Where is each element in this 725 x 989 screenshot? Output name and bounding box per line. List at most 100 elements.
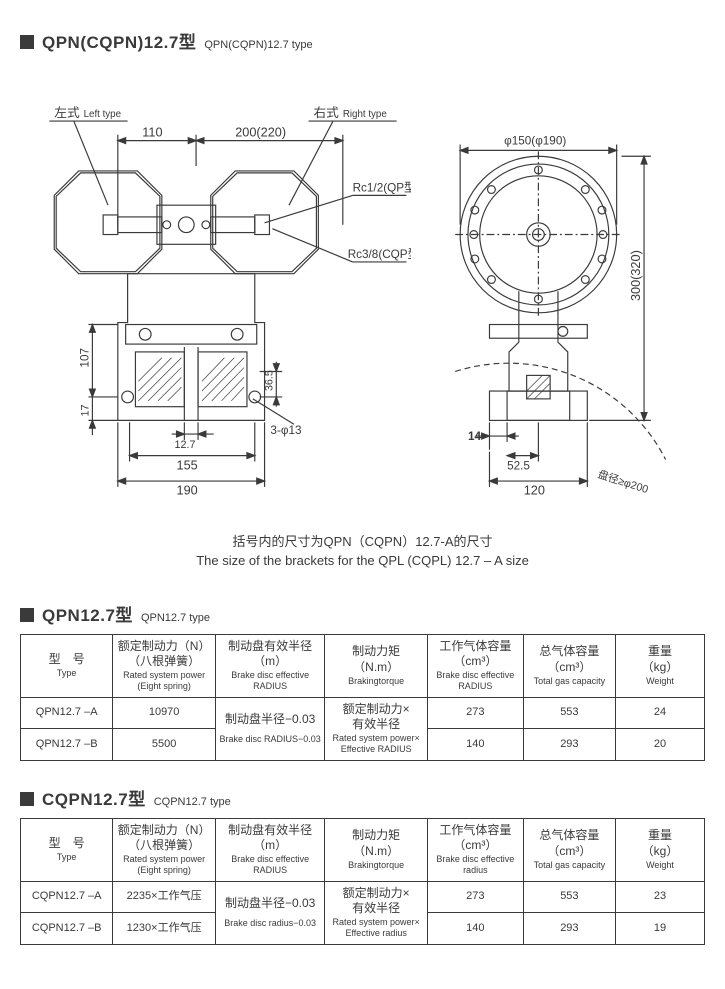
svg-text:52.5: 52.5 [507,459,530,472]
header1-cn: QPN(CQPN)12.7型 [42,28,196,53]
left-type-cn: 左式 [54,105,80,120]
cell-wt: 20 [616,729,705,761]
section-header-2: QPN12.7型 QPN12.7 type [20,601,705,626]
dim-120: 120 [524,483,545,498]
col-weight: 重量 （kg） Weight [616,634,705,697]
dim-110: 110 [142,125,162,140]
dim-17: 17 [79,404,91,416]
svg-text:120: 120 [524,483,545,498]
col-type: 型 号 Type [21,818,113,881]
diagram-caption: 括号内的尺寸为QPN（CQPN）12.7-A的尺寸 The size of th… [20,533,705,571]
cqpn-table: 型 号 Type 额定制动力（N） （八根弹簧） Rated system po… [20,818,705,945]
col-type: 型 号 Type [21,634,113,697]
dim-rc12: Rc1/2(QP型) [353,180,412,194]
dim-14: 14 [468,430,482,443]
section-header-3: CQPN12.7型 CQPN12.7 type [20,785,705,810]
cell-total: 293 [523,913,615,945]
svg-text:φ150(φ190): φ150(φ190) [504,135,566,148]
col-weight: 重量 （kg） Weight [616,818,705,881]
svg-text:Left type: Left type [84,109,121,120]
svg-text:Rc3/8(CQP型): Rc3/8(CQP型) [348,247,412,261]
col-torque: 制动力矩 （N.m） Brakingtorque [325,634,428,697]
svg-text:12.7: 12.7 [175,439,196,451]
header3-cn: CQPN12.7型 [42,785,146,810]
dim-arc: 盘径≥φ200 [596,468,650,497]
svg-text:190: 190 [177,483,198,498]
svg-text:200(220): 200(220) [235,125,286,140]
table-header-row: 型 号 Type 额定制动力（N） （八根弹簧） Rated system po… [21,634,705,697]
diagram-row: 左式 Left type 右式 Right type 110 200(220) [20,93,705,513]
square-bullet-icon [20,35,34,49]
col-force: 额定制动力（N） （八根弹簧） Rated system power (Eigh… [113,818,216,881]
svg-text:155: 155 [177,457,198,472]
table-row: QPN12.7 –A 10970 制动盘半径−0.03 Brake disc R… [21,697,705,729]
header3-en: CQPN12.7 type [154,796,231,808]
svg-text:右式: 右式 [313,105,339,120]
col-totalvol: 总气体容量 （cm³） Total gas capacity [523,634,615,697]
dim-365: 36.5 [263,370,275,391]
dim-200: 200(220) [235,125,286,140]
header1-en: QPN(CQPN)12.7 type [204,39,312,51]
dim-3phi13: 3-φ13 [270,424,301,437]
left-type-en: Left type [84,109,121,120]
col-radius: 制动盘有效半径 （m） Brake disc effective RADIUS [215,634,324,697]
dim-300: 300(320) [628,250,643,301]
section-header-1: QPN(CQPN)12.7型 QPN(CQPN)12.7 type [20,28,705,53]
svg-text:左式: 左式 [54,105,80,120]
col-force: 额定制动力（N） （八根弹簧） Rated system power (Eigh… [113,634,216,697]
svg-text:3-φ13: 3-φ13 [270,424,301,437]
dim-155: 155 [177,457,198,472]
dim-525: 52.5 [507,459,530,472]
table-row: CQPN12.7 –A 2235×工作气压 制动盘半径−0.03 Brake d… [21,881,705,913]
header2-en: QPN12.7 type [141,612,210,624]
dim-107: 107 [78,348,91,368]
cell-wt: 24 [616,697,705,729]
cell-type: CQPN12.7 –A [21,881,113,913]
cell-work: 140 [427,729,523,761]
svg-text:14: 14 [468,430,482,443]
svg-text:Right type: Right type [343,109,387,120]
side-view-drawing: φ150(φ190) [421,93,705,513]
cell-force: 5500 [113,729,216,761]
cell-force: 2235×工作气压 [113,881,216,913]
cell-total: 553 [523,881,615,913]
cell-type: CQPN12.7 –B [21,913,113,945]
dim-rc38: Rc3/8(CQP型) [348,247,412,261]
svg-text:110: 110 [142,125,162,140]
svg-text:107: 107 [78,348,91,368]
svg-text:17: 17 [79,404,91,416]
svg-text:36.5: 36.5 [263,370,275,391]
cell-radius: 制动盘半径−0.03 Brake disc radius−0.03 [215,881,324,944]
col-totalvol: 总气体容量 （cm³） Total gas capacity [523,818,615,881]
right-type-en: Right type [343,109,387,120]
front-view-drawing: 左式 Left type 右式 Right type 110 200(220) [20,93,411,513]
caption-cn: 括号内的尺寸为QPN（CQPN）12.7-A的尺寸 [232,534,492,549]
cell-type: QPN12.7 –A [21,697,113,729]
svg-text:300(320): 300(320) [628,250,643,301]
caption-en: The size of the brackets for the QPL (CQ… [196,553,529,568]
cell-force: 1230×工作气压 [113,913,216,945]
square-bullet-icon [20,792,34,806]
dim-phi150: φ150(φ190) [504,135,566,148]
col-torque: 制动力矩 （N.m） Brakingtorque [325,818,428,881]
cell-work: 273 [427,881,523,913]
cell-total: 553 [523,697,615,729]
cell-force: 10970 [113,697,216,729]
cell-work: 140 [427,913,523,945]
svg-text:Rc1/2(QP型): Rc1/2(QP型) [353,180,412,194]
cell-wt: 23 [616,881,705,913]
square-bullet-icon [20,608,34,622]
cell-wt: 19 [616,913,705,945]
header2-cn: QPN12.7型 [42,601,133,626]
svg-text:盘径≥φ200: 盘径≥φ200 [596,468,650,497]
qpn-table: 型 号 Type 额定制动力（N） （八根弹簧） Rated system po… [20,634,705,761]
col-workvol: 工作气体容量 （cm³） Brake disc effective radius [427,818,523,881]
cell-total: 293 [523,729,615,761]
right-type-cn: 右式 [313,105,339,120]
col-radius: 制动盘有效半径 （m） Brake disc effective RADIUS [215,818,324,881]
dim-127: 12.7 [175,439,196,451]
table-header-row: 型 号 Type 额定制动力（N） （八根弹簧） Rated system po… [21,818,705,881]
cell-work: 273 [427,697,523,729]
cell-type: QPN12.7 –B [21,729,113,761]
cell-torque: 额定制动力× 有效半径 Rated system power× Effectiv… [325,881,428,944]
